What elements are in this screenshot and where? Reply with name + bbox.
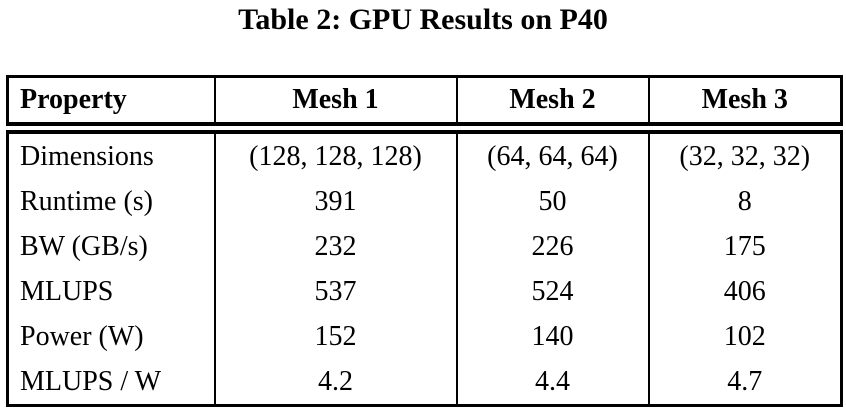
gpu-results-table: Property Mesh 1 Mesh 2 Mesh 3 Dimensions… bbox=[6, 75, 843, 407]
header-row: Property Mesh 1 Mesh 2 Mesh 3 bbox=[6, 76, 843, 134]
value-cell: 4.4 bbox=[455, 359, 650, 406]
value-cell: 537 bbox=[213, 269, 458, 314]
value-cell: 4.2 bbox=[213, 359, 458, 406]
header-cell-property: Property bbox=[6, 76, 216, 134]
value-cell: (32, 32, 32) bbox=[647, 128, 843, 179]
value-cell: 226 bbox=[455, 224, 650, 269]
value-cell: 175 bbox=[647, 224, 843, 269]
value-cell: 4.7 bbox=[647, 359, 843, 406]
row-mlups-per-watt: MLUPS / W 4.2 4.4 4.7 bbox=[6, 359, 843, 406]
row-bandwidth: BW (GB/s) 232 226 175 bbox=[6, 224, 843, 269]
value-cell: 232 bbox=[213, 224, 458, 269]
value-cell: 406 bbox=[647, 269, 843, 314]
value-cell: (64, 64, 64) bbox=[455, 128, 650, 179]
row-power: Power (W) 152 140 102 bbox=[6, 314, 843, 359]
row-runtime: Runtime (s) 391 50 8 bbox=[6, 179, 843, 224]
value-cell: 8 bbox=[647, 179, 843, 224]
row-dimensions: Dimensions (128, 128, 128) (64, 64, 64) … bbox=[6, 128, 843, 179]
property-cell: Dimensions bbox=[6, 128, 216, 179]
header-cell-mesh3: Mesh 3 bbox=[647, 76, 843, 134]
value-cell: 524 bbox=[455, 269, 650, 314]
property-cell: MLUPS / W bbox=[6, 359, 216, 406]
table-caption: Table 2: GPU Results on P40 bbox=[238, 3, 608, 36]
property-cell: MLUPS bbox=[6, 269, 216, 314]
header-cell-mesh1: Mesh 1 bbox=[213, 76, 458, 134]
value-cell: 102 bbox=[647, 314, 843, 359]
value-cell: 391 bbox=[213, 179, 458, 224]
property-cell: Power (W) bbox=[6, 314, 216, 359]
header-cell-mesh2: Mesh 2 bbox=[455, 76, 650, 134]
property-cell: BW (GB/s) bbox=[6, 224, 216, 269]
value-cell: 152 bbox=[213, 314, 458, 359]
row-mlups: MLUPS 537 524 406 bbox=[6, 269, 843, 314]
value-cell: (128, 128, 128) bbox=[213, 128, 458, 179]
value-cell: 140 bbox=[455, 314, 650, 359]
property-cell: Runtime (s) bbox=[6, 179, 216, 224]
value-cell: 50 bbox=[455, 179, 650, 224]
